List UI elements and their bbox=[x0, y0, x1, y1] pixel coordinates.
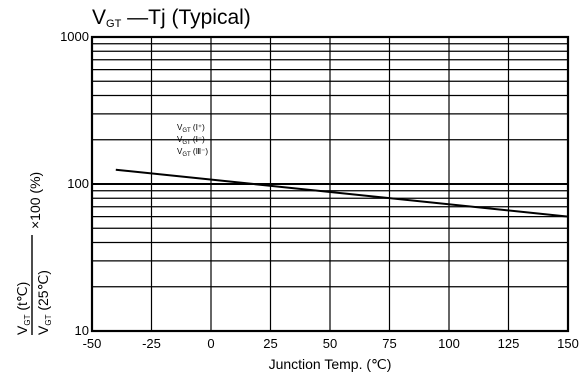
y-tick-label: 10 bbox=[75, 323, 89, 338]
legend-entry: VGT (Ⅲ⁻) bbox=[177, 147, 208, 158]
legend-entry: VGT (Ⅰ⁺) bbox=[177, 123, 205, 134]
x-tick-label: 50 bbox=[323, 336, 337, 351]
x-tick-label: -25 bbox=[142, 336, 161, 351]
x-tick-label: 100 bbox=[438, 336, 460, 351]
title-sub: GT bbox=[106, 18, 122, 30]
x-tick-label: -50 bbox=[83, 336, 102, 351]
y-label-numerator: VGT (t℃) bbox=[14, 282, 32, 335]
x-tick-label: 75 bbox=[382, 336, 396, 351]
grid bbox=[91, 36, 569, 332]
plot-frame bbox=[90, 35, 570, 333]
series-group bbox=[115, 168, 569, 218]
x-axis-label: Junction Temp. (℃) bbox=[269, 356, 392, 372]
title-main: V bbox=[92, 6, 106, 29]
x-tick-labels: -50 -25 0 25 50 75 100 125 150 bbox=[83, 336, 579, 351]
x-tick-label: 25 bbox=[263, 336, 277, 351]
y-tick-labels: 10 100 1000 bbox=[60, 29, 89, 338]
y-label-denominator: VGT (25℃) bbox=[35, 270, 53, 335]
legend-entry: VGT (Ⅰ⁻) bbox=[177, 135, 205, 146]
y-tick-label: 1000 bbox=[60, 29, 89, 44]
x-tick-label: 125 bbox=[498, 336, 520, 351]
y-label-suffix: ×100 (%) bbox=[27, 172, 43, 229]
x-tick-label: 150 bbox=[557, 336, 579, 351]
x-tick-label: 0 bbox=[207, 336, 214, 351]
y-tick-label: 100 bbox=[67, 176, 89, 191]
chart-title: VGT —Tj (Typical) bbox=[92, 6, 251, 30]
legend: VGT (Ⅰ⁺)VGT (Ⅰ⁻)VGT (Ⅲ⁻) bbox=[177, 123, 208, 158]
series-line bbox=[115, 168, 569, 218]
y-axis-label: VGT (t℃) VGT (25℃) ×100 (%) bbox=[14, 172, 53, 335]
title-rest: —Tj (Typical) bbox=[121, 6, 251, 29]
